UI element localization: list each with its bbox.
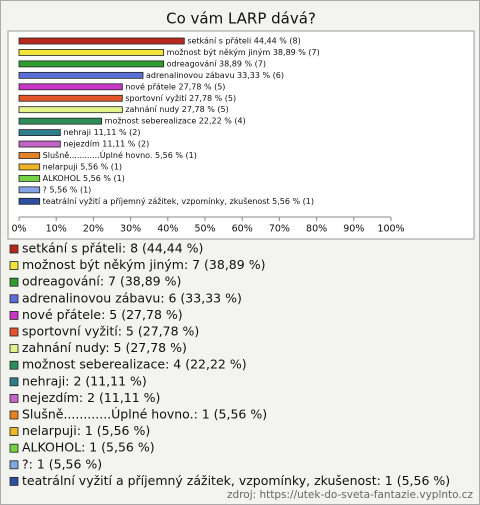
- bar: [18, 117, 103, 125]
- legend-swatch: [9, 427, 19, 437]
- legend-swatch: [9, 393, 19, 403]
- legend-label: nové přátele: 5 (27,78 %): [22, 307, 183, 322]
- bar-label: nehraji 11,11 % (2): [63, 128, 140, 137]
- legend-swatch: [9, 294, 19, 304]
- x-tick-label: 100%: [377, 224, 404, 235]
- legend-label: teatrální vyžití a příjemný zážitek, vzp…: [22, 473, 450, 488]
- legend-label: Slušně............Úplné hovno.: 1 (5,56 …: [22, 407, 267, 422]
- legend-label: setkání s přáteli: 8 (44,44 %): [22, 241, 203, 256]
- legend-label: adrenalinovou zábavu: 6 (33,33 %): [22, 290, 242, 305]
- legend-label: nejezdím: 2 (11,11 %): [22, 390, 160, 405]
- bar-label: nejezdím 11,11 % (2): [63, 140, 149, 149]
- bar-label: ? 5,56 % (1): [43, 185, 92, 194]
- bar: [18, 83, 123, 91]
- legend-swatch: [9, 476, 19, 486]
- bar-label: odreagování 38,89 % (7): [167, 59, 266, 68]
- legend-swatch: [9, 360, 19, 370]
- x-tick-label: 10%: [46, 224, 67, 235]
- legend-label: ?: 1 (5,56 %): [22, 456, 102, 471]
- bar: [18, 140, 61, 148]
- bar-label: nové přátele 27,78 % (5): [125, 81, 225, 91]
- bar: [18, 129, 61, 137]
- bar-label: ALKOHOL 5,56 % (1): [43, 174, 125, 183]
- legend-label: ALKOHOL: 1 (5,56 %): [22, 440, 155, 455]
- x-tick-label: 30%: [120, 224, 141, 235]
- legend-label: možnost seberealizace: 4 (22,22 %): [22, 357, 247, 372]
- bar: [18, 60, 165, 68]
- chart-title: Co vám LARP dává?: [166, 10, 316, 28]
- bar: [18, 186, 41, 194]
- x-tick-label: 60%: [232, 224, 253, 235]
- bar-label: nelarpuji 5,56 % (1): [43, 162, 122, 171]
- legend-label: možnost být někým jiným: 7 (38,89 %): [22, 257, 265, 272]
- legend-swatch: [9, 310, 19, 320]
- bar: [18, 163, 41, 171]
- bar-label: možnost seberealizace 22,22 % (4): [105, 117, 246, 126]
- legend-swatch: [9, 460, 19, 470]
- bar-label: teatrální vyžití a příjemný zážitek, vzp…: [43, 196, 314, 206]
- legend-swatch: [9, 443, 19, 453]
- legend-swatch: [9, 277, 19, 287]
- bar-label: zahnání nudy 27,78 % (5): [125, 105, 228, 114]
- x-tick-label: 90%: [343, 224, 364, 235]
- bar: [18, 94, 123, 102]
- bar: [18, 152, 41, 159]
- x-tick-label: 20%: [83, 224, 104, 235]
- legend-swatch: [9, 377, 19, 387]
- source: zdroj: https://utek-do-sveta-fantazie.vy…: [227, 489, 473, 501]
- x-tick-label: 50%: [194, 224, 215, 235]
- bar-label: sportovní vyžití 27,78 % (5): [125, 94, 236, 103]
- x-tick-label: 70%: [269, 224, 290, 235]
- bar-label: adrenalinovou zábavu 33,33 % (6): [146, 71, 284, 80]
- x-tick-label: 40%: [157, 224, 178, 235]
- legend-label: zahnání nudy: 5 (27,78 %): [22, 340, 187, 355]
- legend-swatch: [9, 410, 19, 420]
- bar: [18, 49, 165, 56]
- legend-label: nehraji: 2 (11,11 %): [22, 373, 147, 388]
- legend-label: nelarpuji: 1 (5,56 %): [22, 423, 150, 438]
- bar-label: Slušně............Úplné hovno. 5,56 % (1…: [43, 149, 197, 160]
- bar-label: setkání s přáteli 44,44 % (8): [187, 37, 300, 46]
- bar: [18, 71, 144, 79]
- bar: [18, 197, 41, 205]
- bar: [18, 106, 123, 114]
- legend-label: odreagování: 7 (38,89 %): [22, 274, 181, 289]
- legend-label: sportovní vyžití: 5 (27,78 %): [22, 324, 199, 339]
- x-tick-label: 80%: [306, 224, 327, 235]
- bar: [18, 37, 185, 45]
- legend-swatch: [9, 244, 19, 254]
- legend-swatch: [9, 327, 19, 337]
- legend-swatch: [9, 344, 19, 354]
- x-tick-label: 0%: [11, 224, 26, 235]
- bar: [18, 174, 41, 182]
- legend-swatch: [9, 261, 19, 271]
- bar-label: možnost být někým jiným 38,89 % (7): [167, 48, 320, 57]
